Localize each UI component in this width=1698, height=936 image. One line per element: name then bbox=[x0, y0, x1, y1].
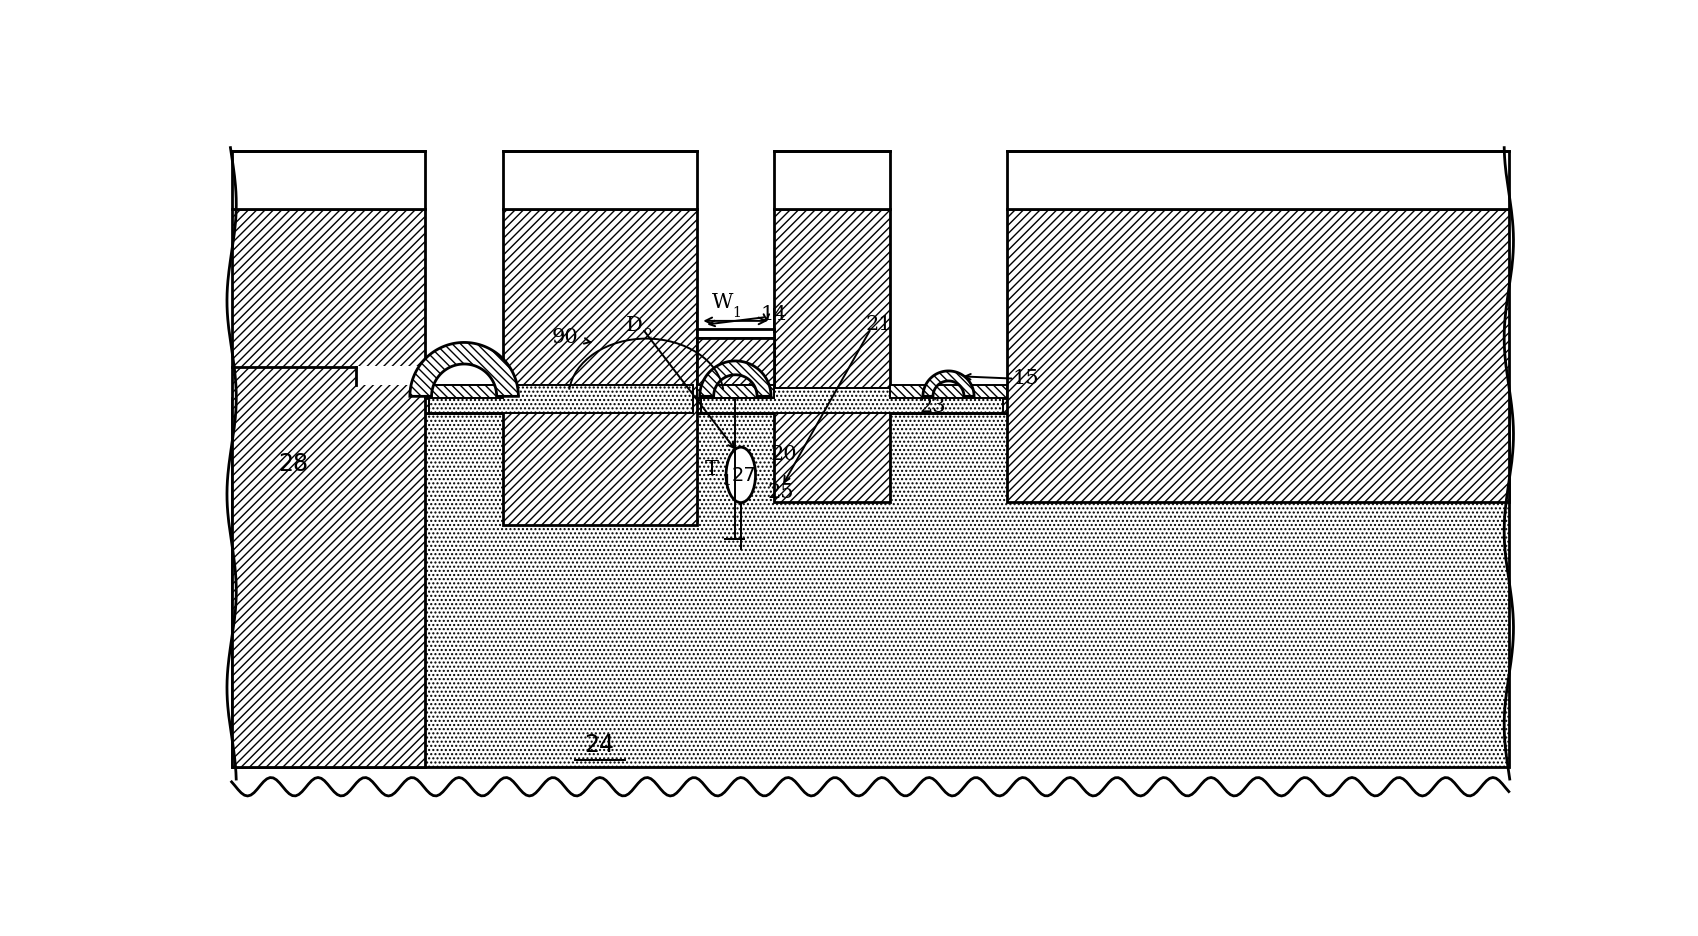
Text: 1: 1 bbox=[732, 305, 742, 319]
Text: 14: 14 bbox=[761, 304, 788, 323]
Text: 2: 2 bbox=[644, 328, 652, 342]
Polygon shape bbox=[409, 344, 518, 397]
Polygon shape bbox=[231, 153, 426, 210]
Text: 1: 1 bbox=[722, 474, 732, 488]
Polygon shape bbox=[1007, 210, 1510, 503]
Polygon shape bbox=[696, 386, 774, 399]
Polygon shape bbox=[701, 388, 1004, 414]
Polygon shape bbox=[890, 386, 1007, 399]
Polygon shape bbox=[1007, 153, 1510, 210]
Polygon shape bbox=[231, 210, 426, 768]
Polygon shape bbox=[700, 361, 771, 397]
Text: 90: 90 bbox=[552, 328, 579, 346]
Text: 25: 25 bbox=[767, 483, 795, 502]
Text: 21: 21 bbox=[866, 314, 891, 333]
Polygon shape bbox=[774, 210, 890, 503]
Text: 28: 28 bbox=[278, 452, 309, 475]
Polygon shape bbox=[696, 329, 774, 339]
Text: T: T bbox=[705, 460, 718, 478]
Text: 15: 15 bbox=[1012, 368, 1039, 388]
Text: 24: 24 bbox=[584, 733, 615, 756]
Text: W: W bbox=[711, 293, 734, 312]
Text: D: D bbox=[627, 315, 644, 335]
Ellipse shape bbox=[727, 447, 756, 503]
Polygon shape bbox=[774, 153, 890, 210]
Polygon shape bbox=[231, 399, 1510, 414]
Polygon shape bbox=[924, 372, 975, 397]
Polygon shape bbox=[231, 414, 1510, 768]
Text: 23: 23 bbox=[920, 397, 946, 416]
Polygon shape bbox=[430, 386, 693, 414]
Polygon shape bbox=[355, 367, 426, 386]
Polygon shape bbox=[696, 339, 774, 386]
Text: 20: 20 bbox=[771, 445, 796, 463]
Polygon shape bbox=[503, 210, 696, 525]
Polygon shape bbox=[696, 386, 774, 399]
Text: 27: 27 bbox=[732, 466, 756, 485]
Polygon shape bbox=[503, 153, 696, 210]
Polygon shape bbox=[426, 386, 503, 399]
